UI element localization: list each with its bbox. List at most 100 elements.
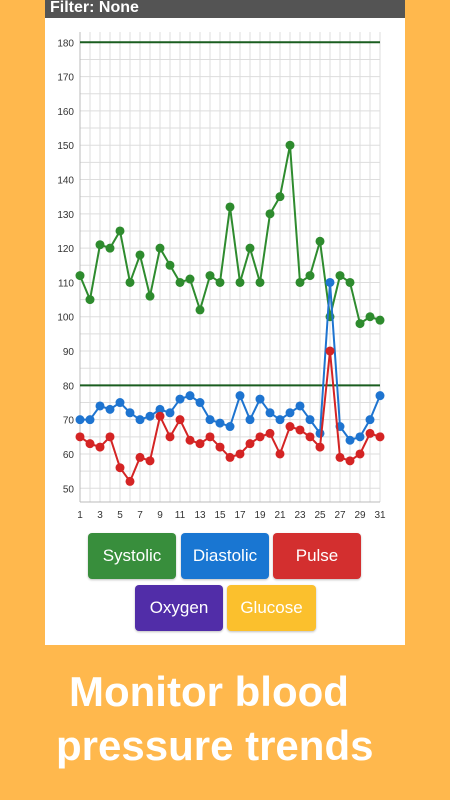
pulse-point [105, 432, 115, 442]
diastolic-point [325, 277, 335, 287]
pulse-point [315, 442, 325, 452]
diastolic-point [75, 415, 85, 425]
diastolic-point [85, 415, 95, 425]
systolic-point [255, 277, 265, 287]
caption-line-2: pressure trends [56, 722, 374, 769]
diastolic-point [215, 418, 225, 428]
y-tick-label: 90 [63, 347, 75, 358]
chart-grid [79, 32, 381, 503]
systolic-point [75, 271, 85, 281]
pulse-point [205, 432, 215, 442]
systolic-point [275, 192, 285, 202]
x-tick-label: 1 [77, 510, 83, 521]
systolic-point [335, 271, 345, 281]
systolic-point [285, 140, 295, 150]
pulse-point [365, 428, 375, 438]
diastolic-point [105, 404, 115, 414]
pulse-point [245, 439, 255, 449]
diastolic-point [115, 398, 125, 408]
diastolic-point [195, 398, 205, 408]
y-tick-label: 160 [57, 107, 74, 118]
pulse-point [75, 432, 85, 442]
diastolic-point [155, 404, 165, 414]
systolic-button[interactable]: Systolic [88, 533, 176, 579]
diastolic-point [125, 408, 135, 418]
y-tick-label: 100 [57, 313, 74, 324]
systolic-point [195, 305, 205, 315]
diastolic-button[interactable]: Diastolic [181, 533, 269, 579]
y-tick-label: 180 [57, 38, 74, 49]
diastolic-point [265, 408, 275, 418]
diastolic-point [235, 391, 245, 401]
x-tick-label: 15 [214, 510, 226, 521]
x-tick-label: 19 [254, 510, 266, 521]
systolic-point [235, 277, 245, 287]
systolic-point [375, 315, 385, 325]
oxygen-button[interactable]: Oxygen [135, 585, 223, 631]
systolic-point [145, 291, 155, 301]
x-tick-label: 3 [97, 510, 103, 521]
systolic-point [95, 240, 105, 250]
diastolic-point [295, 401, 305, 411]
x-tick-label: 27 [334, 510, 346, 521]
pulse-point [125, 476, 135, 486]
systolic-point [305, 271, 315, 281]
systolic-point [165, 260, 175, 270]
y-tick-label: 170 [57, 73, 74, 84]
diastolic-point [255, 394, 265, 404]
x-tick-label: 31 [374, 510, 386, 521]
x-tick-label: 17 [234, 510, 246, 521]
diastolic-point [375, 391, 385, 401]
pulse-point [355, 449, 365, 459]
y-tick-label: 80 [63, 381, 75, 392]
x-tick-label: 21 [274, 510, 286, 521]
systolic-point [225, 202, 235, 212]
pulse-point [155, 411, 165, 421]
diastolic-point [175, 394, 185, 404]
diastolic-point [145, 411, 155, 421]
pulse-point [285, 422, 295, 432]
systolic-point [365, 312, 375, 322]
pulse-point [345, 456, 355, 466]
x-tick-label: 11 [175, 510, 186, 521]
x-tick-label: 5 [117, 510, 123, 521]
filter-bar[interactable]: Filter: None [45, 0, 405, 18]
caption-line-1: Monitor blood [69, 668, 349, 715]
diastolic-point [95, 401, 105, 411]
pulse-point [85, 439, 95, 449]
systolic-point [355, 319, 365, 329]
diastolic-point [315, 428, 325, 438]
systolic-point [265, 209, 275, 219]
pulse-point [145, 456, 155, 466]
systolic-point [185, 274, 195, 284]
systolic-point [175, 277, 185, 287]
diastolic-point [285, 408, 295, 418]
pulse-point [185, 435, 195, 445]
pulse-point [375, 432, 385, 442]
pulse-point [305, 432, 315, 442]
pulse-button[interactable]: Pulse [273, 533, 361, 579]
pulse-point [235, 449, 245, 459]
pulse-point [175, 415, 185, 425]
systolic-point [85, 295, 95, 305]
pulse-point [215, 442, 225, 452]
systolic-point [345, 277, 355, 287]
diastolic-point [305, 415, 315, 425]
pulse-point [335, 452, 345, 462]
pulse-point [275, 449, 285, 459]
y-tick-label: 120 [57, 244, 74, 255]
x-tick-label: 25 [314, 510, 326, 521]
diastolic-point [225, 422, 235, 432]
systolic-point [315, 236, 325, 246]
systolic-point [115, 226, 125, 236]
pulse-point [295, 425, 305, 435]
x-tick-label: 13 [194, 510, 206, 521]
y-tick-label: 140 [57, 176, 74, 187]
glucose-button[interactable]: Glucose [227, 585, 316, 631]
systolic-point [105, 243, 115, 253]
diastolic-point [245, 415, 255, 425]
x-tick-label: 7 [137, 510, 143, 521]
systolic-point [295, 277, 305, 287]
